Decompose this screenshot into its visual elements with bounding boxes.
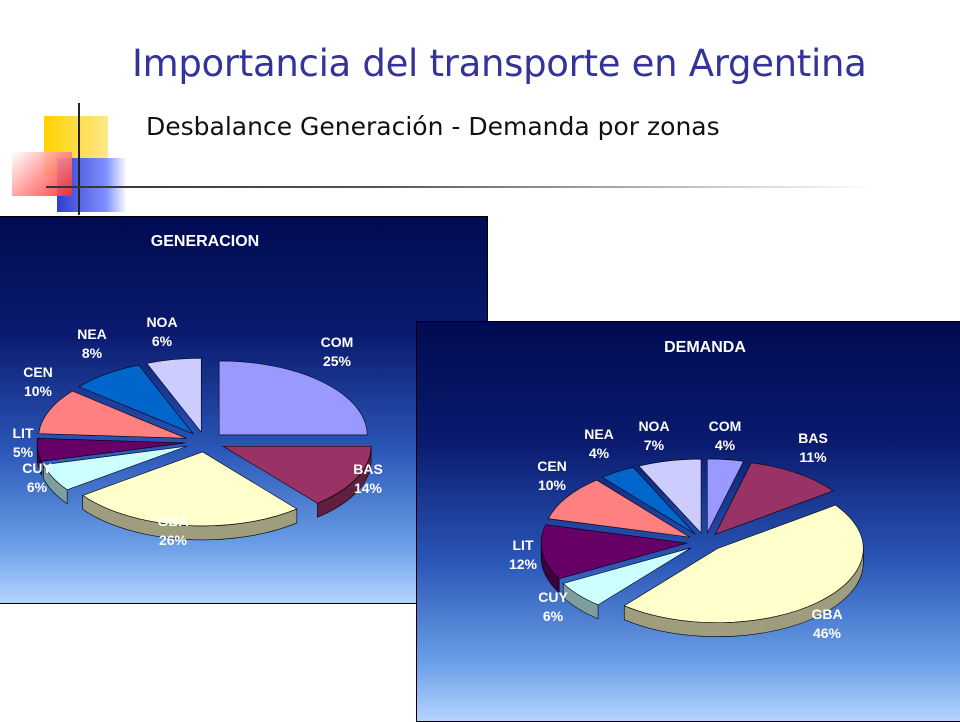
slice-label-noa: NOA [146,314,177,330]
slice-label-bas: BAS [798,430,828,446]
chart-title: GENERACION [151,233,259,250]
pie-slice-gba [623,504,864,623]
pie-slice-nea [78,364,195,435]
slice-label-gba: GBA [811,606,842,622]
demand-pie-svg: DEMANDA COM 4% BAS 11% GBA 46% CUY 6% LIT 12% CEN 10… [509,339,864,641]
slice-label-cuy: CUY [22,460,52,476]
slide-title: Importancia del transporte en Argentina [132,42,867,85]
pie-slice-cen [38,390,187,439]
slice-value-label-bas: 11% [799,449,827,465]
slice-label-com: COM [321,334,354,350]
generation-pie-chart: GENERACION COM 25% BAS 14% GBA 26% CUY 6% LIT 5% CE… [0,216,488,604]
pie-slice-cen [547,479,690,538]
slice-value-label-noa: 7% [644,437,665,453]
slide-subtitle: Desbalance Generación - Demanda por zona… [146,112,720,141]
pie-depth-layer [540,543,864,637]
pie-slice-cuy [562,547,692,606]
slice-value-label-nea: 8% [82,345,103,361]
pie-slice-lit [36,437,186,462]
slice-label-lit: LIT [513,537,534,553]
slice-value-label-bas: 14% [354,480,383,496]
slice-label-com: COM [709,418,742,434]
slice-value-label-cuy: 6% [543,608,564,624]
pie-slice-com [218,360,368,436]
slice-value-label-lit: 12% [509,556,538,572]
slice-value-label-cuy: 6% [27,479,48,495]
slice-label-lit: LIT [13,425,34,441]
slice-label-cuy: CUY [538,589,568,605]
pie-slice-lit [540,524,688,580]
slice-value-label-gba: 26% [159,532,188,548]
deco-vertical-line [78,103,80,215]
generation-pie-svg: GENERACION COM 25% BAS 14% GBA 26% CUY 6% LIT 5% CE… [13,233,383,548]
slice-value-label-noa: 6% [152,333,173,349]
slice-label-bas: BAS [353,461,383,477]
slice-value-label-com: 4% [715,437,736,453]
pie-top-layer [36,357,372,527]
slice-label-cen: CEN [537,458,567,474]
deco-horizontal-line [46,186,876,188]
slice-label-cen: CEN [23,364,53,380]
slice-value-label-cen: 10% [24,383,53,399]
pie-slice-com [706,458,745,534]
pie-slice-gba [82,451,298,527]
demand-pie-chart: DEMANDA COM 4% BAS 11% GBA 46% CUY 6% LIT 12% CEN 10… [416,321,960,722]
pie-slice-bas [222,445,372,504]
pie-slice-noa [638,458,702,534]
slice-value-label-cen: 10% [538,477,567,493]
pie-slice-noa [146,357,202,434]
slice-label-nea: NEA [584,426,614,442]
slice-label-noa: NOA [638,418,669,434]
pie-slice-bas [714,462,834,535]
deco-red-square [12,152,72,196]
slice-value-label-nea: 4% [589,445,610,461]
slice-value-label-lit: 5% [13,444,34,460]
pie-slice-cuy [43,445,188,491]
slice-value-label-com: 25% [323,353,352,369]
chart-title: DEMANDA [664,339,746,356]
slice-value-label-gba: 46% [813,625,842,641]
pie-top-layer [540,458,864,623]
slice-label-nea: NEA [77,326,107,342]
slice-label-gba: GBA [157,513,188,529]
pie-slice-nea [601,467,696,535]
